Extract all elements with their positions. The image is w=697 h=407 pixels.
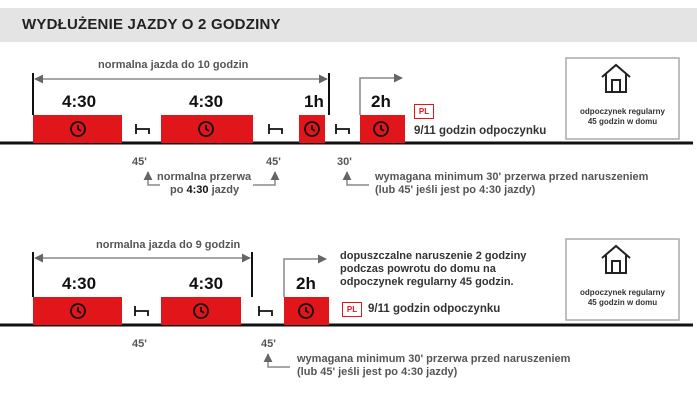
- pl-badge-2: PL: [342, 302, 362, 317]
- clock-icon: [70, 303, 314, 319]
- violation-line1: dopuszczalne naruszenie 2 godziny: [340, 250, 527, 262]
- break-label-1c: 30': [337, 156, 352, 168]
- note-arrow-left-b: [253, 171, 280, 186]
- block-label-1b: 4:30: [189, 92, 224, 111]
- clock-icon: [70, 121, 389, 137]
- header-bar: WYDŁUŻENIE JAZDY O 2 GODZINY: [0, 8, 697, 42]
- rest-label-1: 9/11 godzin odpoczynku: [414, 125, 547, 137]
- note-right-1-line1: wymagana minimum 30' przerwa przed narus…: [375, 171, 649, 183]
- block-label-1a: 4:30: [62, 92, 97, 111]
- violation-line2: podczas powrotu do domu na: [340, 263, 496, 275]
- home-label-1-line1: odpoczynek regularny: [580, 107, 665, 116]
- home-icon: [601, 244, 631, 274]
- block-label-2a: 4:30: [62, 274, 97, 293]
- home-icon: [601, 63, 631, 93]
- bed-icon: [134, 306, 273, 316]
- block-label-2b: 4:30: [189, 274, 224, 293]
- note-right-2-line1: wymagana minimum 30' przerwa przed narus…: [297, 353, 571, 365]
- rest-label-2: 9/11 godzin odpoczynku: [368, 303, 501, 315]
- note-left-line2: po 4:30 jazdy: [170, 184, 240, 196]
- break-label-2a: 45': [132, 338, 147, 350]
- home-label-2-line1: odpoczynek regularny: [580, 288, 665, 297]
- span-label-1: normalna jazda do 10 godzin: [98, 59, 249, 71]
- block-label-1c: 1h: [304, 92, 324, 111]
- note-right-2-line2: (lub 45' jeśli jest po 4:30 jazdy): [297, 366, 458, 378]
- block-label-1d: 2h: [371, 92, 391, 111]
- home-label-2-line2: 45 godzin w domu: [587, 298, 658, 307]
- break-label-1a: 45': [132, 156, 147, 168]
- home-label-1-line2: 45 godzin w domu: [587, 117, 658, 126]
- note-arrow-left-a: [143, 171, 160, 186]
- pl-badge-1: PL: [414, 104, 434, 119]
- note-right-1-line2: (lub 45' jeśli jest po 4:30 jazdy): [375, 184, 536, 196]
- note-arrow-right-1: [342, 171, 369, 186]
- extension-arrow-1: [359, 73, 403, 115]
- note-left-line1: normalna przerwa: [157, 171, 252, 183]
- block-label-2c: 2h: [296, 274, 316, 293]
- note-arrow-right-2: [263, 353, 290, 368]
- bed-icon: [135, 124, 350, 134]
- extension-arrow-2: [283, 254, 327, 297]
- break-label-1b: 45': [266, 156, 281, 168]
- span-label-2: normalna jazda do 9 godzin: [96, 239, 241, 251]
- break-label-2b: 45': [261, 338, 276, 350]
- page-title: WYDŁUŻENIE JAZDY O 2 GODZINY: [22, 16, 281, 33]
- violation-line3: odpoczynek regularny 45 godzin.: [340, 276, 514, 288]
